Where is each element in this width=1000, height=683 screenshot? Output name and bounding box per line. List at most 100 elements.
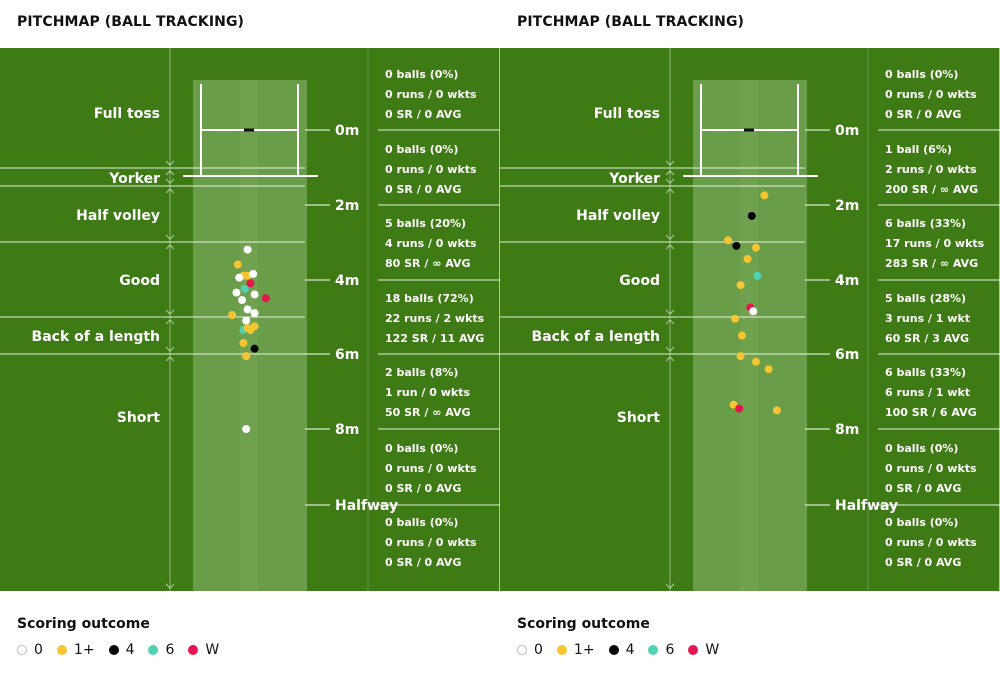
zone-stat-text: 0 SR / 0 AVG [885, 482, 961, 495]
distance-label: Halfway [835, 498, 898, 514]
zone-stat-text: 200 SR / ∞ AVG [885, 183, 978, 196]
dot-ball [242, 316, 251, 325]
zone-stat-text: 0 runs / 0 wkts [885, 462, 977, 475]
zone-label: Short [117, 410, 161, 426]
zone-stat-text: 80 SR / ∞ AVG [385, 257, 471, 270]
legend: 0 1+ 4 6 W [517, 642, 733, 658]
dot-ball [235, 273, 244, 282]
zone-stat-text: 0 SR / 0 AVG [885, 556, 961, 569]
runs-ball [752, 357, 760, 366]
legend-label: 1+ [73, 642, 95, 658]
zone-arrow-down [665, 178, 675, 184]
zone-arrow-up [665, 319, 675, 325]
runs-ball [233, 260, 242, 269]
zone-stat-text: 0 runs / 0 wkts [885, 88, 977, 101]
distance-label: 2m [335, 198, 359, 214]
zone-stat-text: 100 SR / 6 AVG [885, 406, 977, 419]
runs-ball [239, 339, 248, 348]
zone-stat-text: 6 balls (33%) [885, 217, 966, 230]
zone-arrow-up [165, 170, 175, 176]
zone-stat-text: 122 SR / 11 AVG [385, 332, 484, 345]
zone-stat-text: 0 runs / 0 wkts [385, 88, 477, 101]
runs-ball [743, 254, 752, 263]
legend-dot-four [608, 645, 619, 655]
zone-arrow-down [165, 160, 175, 166]
legend-item-4: 4 [608, 642, 635, 658]
zone-arrow-down [665, 234, 675, 240]
dot-ball [250, 290, 259, 299]
boundary-six-ball [753, 271, 762, 280]
legend-label: 6 [165, 642, 175, 658]
runs-ball [736, 352, 745, 361]
distance-label: 6m [335, 347, 359, 363]
legend-item-4: 4 [108, 642, 134, 658]
legend-title: Scoring outcome [517, 616, 650, 632]
zone-stat-text: 0 runs / 0 wkts [385, 536, 477, 549]
distance-label: 8m [835, 422, 859, 438]
runs-ball [764, 365, 773, 374]
dot-ball [243, 305, 252, 314]
legend-label: 6 [665, 642, 675, 658]
wicket-ball [735, 404, 744, 413]
zone-label: Back of a length [32, 329, 160, 345]
pitch-center-band [240, 80, 258, 591]
zone-label: Full toss [594, 106, 660, 122]
dot-ball [243, 245, 252, 254]
zone-arrow-down [665, 346, 675, 352]
zone-arrow-down [665, 160, 675, 166]
panel-title: PITCHMAP (BALL TRACKING) [517, 14, 745, 30]
panel-title: PITCHMAP (BALL TRACKING) [17, 14, 245, 30]
runs-ball [724, 236, 732, 245]
zone-stat-text: 283 SR / ∞ AVG [885, 257, 978, 270]
runs-ball [228, 311, 237, 320]
zone-arrow-down [165, 583, 175, 589]
zone-label: Good [619, 273, 660, 289]
legend-label: 1+ [573, 642, 595, 658]
distance-label: 4m [835, 273, 859, 289]
zone-arrow-up [665, 170, 675, 176]
legend-item-6: 6 [148, 642, 174, 658]
zone-stat-text: 4 runs / 0 wkts [385, 237, 477, 250]
zone-arrow-down [165, 178, 175, 184]
zone-stat-text: 1 run / 0 wkts [385, 386, 470, 399]
legend-title: Scoring outcome [17, 616, 150, 632]
distance-label: 6m [835, 347, 859, 363]
legend-label: 0 [34, 642, 43, 658]
zone-stat-text: 0 runs / 0 wkts [885, 536, 977, 549]
legend-dot-runs [556, 645, 567, 655]
stumps [744, 128, 754, 132]
legend-item-0: 0 [517, 642, 543, 658]
dot-ball [242, 425, 251, 433]
distance-label: 4m [335, 273, 359, 289]
zone-label: Yorker [608, 171, 660, 187]
zone-stat-text: 3 runs / 1 wkt [885, 312, 970, 325]
zone-arrow-down [165, 309, 175, 315]
dot-ball [238, 296, 246, 305]
legend-dot-zero [17, 645, 27, 655]
legend-dot-zero [517, 645, 527, 655]
legend-dot-wicket [688, 645, 699, 655]
zone-stat-text: 0 balls (0%) [885, 68, 958, 81]
zone-arrow-up [165, 319, 175, 325]
legend-dot-four [108, 645, 119, 655]
zone-stat-text: 0 balls (0%) [885, 516, 958, 529]
zone-stat-text: 0 runs / 0 wkts [385, 163, 477, 176]
zone-stat-text: 22 runs / 2 wkts [385, 312, 485, 325]
pitchmap-panel-2: PITCHMAP (BALL TRACKING) 0m 2m 4m 6m 8m Halfw… [500, 0, 1000, 683]
zone-arrow-down [665, 309, 675, 315]
dot-ball [249, 269, 258, 278]
legend-label: 4 [625, 642, 635, 658]
zone-stat-text: 0 runs / 0 wkts [385, 462, 477, 475]
runs-ball [760, 191, 769, 200]
zone-label: Good [119, 273, 160, 289]
legend-dot-runs [56, 645, 67, 655]
legend: 0 1+ 4 6 W [17, 642, 233, 658]
distance-label: 0m [835, 123, 859, 139]
zone-arrow-down [165, 346, 175, 352]
dot-ball [250, 309, 259, 318]
legend-label: W [205, 642, 220, 658]
runs-ball [736, 281, 745, 290]
zone-label: Half volley [76, 208, 160, 224]
stumps [244, 128, 254, 132]
dot-ball [232, 288, 241, 297]
